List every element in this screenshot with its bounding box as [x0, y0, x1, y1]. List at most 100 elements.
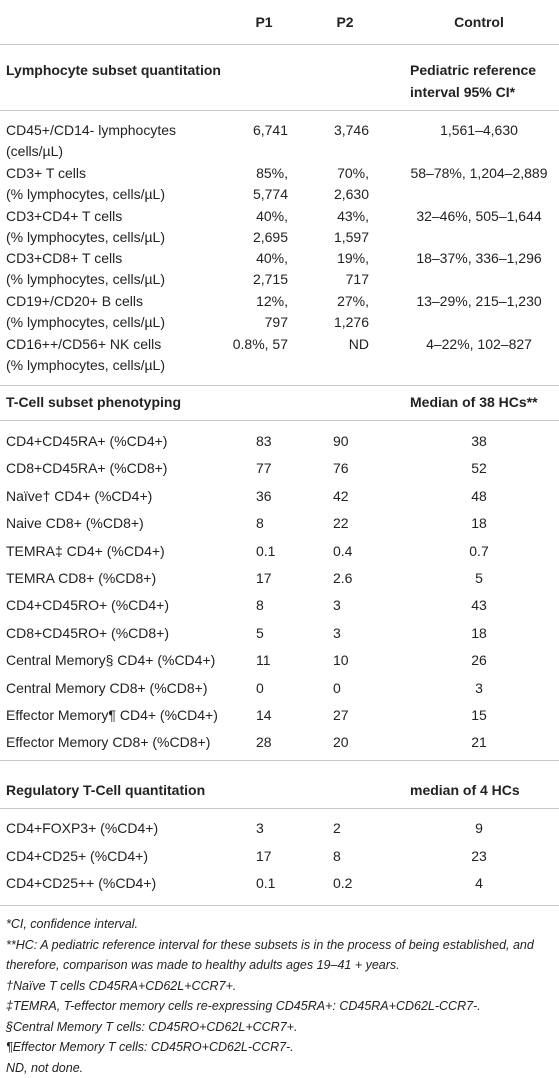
footnote: ND, not done. [6, 1058, 555, 1078]
cell-control: 48 [379, 487, 559, 505]
section-rule [0, 808, 559, 809]
cell-control: 43 [379, 596, 559, 614]
cell-p1: 2,715 [253, 270, 288, 288]
cell-control: 18 [379, 514, 559, 532]
cell-p2: 2.6 [333, 569, 352, 587]
cell-p1: 11 [256, 651, 271, 669]
cell-control: 9 [379, 819, 559, 837]
footnote: *CI, confidence interval. [6, 914, 555, 935]
cell-p2: 27 [333, 706, 349, 724]
section-title: Lymphocyte subset quantitation [6, 61, 221, 79]
row-label: (% lymphocytes, cells/µL) [6, 356, 165, 374]
row-label: Central Memory§ CD4+ (%CD4+) [6, 651, 215, 669]
cell-control: 18–37%, 336–1,296 [379, 249, 559, 267]
cell-control: 4 [379, 874, 559, 892]
row-label: CD3+CD4+ T cells [6, 207, 122, 225]
cell-p1: 5 [256, 624, 264, 642]
cell-p2: 20 [333, 733, 349, 751]
row-label: CD3+ T cells [6, 164, 86, 182]
reference-heading: Pediatric reference [410, 61, 536, 79]
row-label: Naïve† CD4+ (%CD4+) [6, 487, 152, 505]
row-label: CD45+/CD14- lymphocytes [6, 121, 176, 139]
row-label: TEMRA CD8+ (%CD8+) [6, 569, 156, 587]
cell-p1: 17 [256, 569, 272, 587]
cell-control: 1,561–4,630 [379, 121, 559, 139]
cell-p1: 28 [256, 733, 272, 751]
cell-p1: 2,695 [253, 228, 288, 246]
cell-p2: 1,597 [334, 228, 369, 246]
cell-p1: 8 [256, 514, 264, 532]
cell-control: 58–78%, 1,204–2,889 [379, 164, 559, 182]
footnote: **HC: A pediatric reference interval for… [6, 935, 555, 976]
cell-p2: 19%, [337, 249, 369, 267]
row-label: CD4+CD25++ (%CD4+) [6, 874, 156, 892]
footnote: §Central Memory T cells: CD45RO+CD62L+CC… [6, 1017, 555, 1038]
cell-control: 15 [379, 706, 559, 724]
cell-p1: 14 [256, 706, 272, 724]
cell-p2: 717 [346, 270, 369, 288]
cell-p1: 8 [256, 596, 264, 614]
cell-p2: 2 [333, 819, 341, 837]
cell-control: 0.7 [379, 542, 559, 560]
cell-p2: 3 [333, 596, 341, 614]
cell-control: 23 [379, 847, 559, 865]
cell-p2: 3 [333, 624, 341, 642]
section-rule [0, 385, 559, 386]
section-rule [0, 905, 559, 906]
cell-p2: 3,746 [334, 121, 369, 139]
cell-p1: 797 [265, 313, 288, 331]
cell-p1: 0.8%, 57 [233, 335, 288, 353]
cell-p2: ND [349, 335, 369, 353]
row-label: TEMRA‡ CD4+ (%CD4+) [6, 542, 165, 560]
row-label: CD4+CD45RA+ (%CD4+) [6, 432, 167, 450]
cell-p1: 17 [256, 847, 272, 865]
row-label: CD3+CD8+ T cells [6, 249, 122, 267]
section-rule [0, 110, 559, 111]
footnote: †Naïve T cells CD45RA+CD62L+CCR7+. [6, 976, 555, 997]
cell-p2: 22 [333, 514, 349, 532]
section-title: Regulatory T-Cell quantitation [6, 781, 205, 799]
cell-p2: 2,630 [334, 185, 369, 203]
cell-p2: 42 [333, 487, 349, 505]
cell-p2: 76 [333, 459, 349, 477]
row-label: (% lymphocytes, cells/µL) [6, 228, 165, 246]
cell-control: 26 [379, 651, 559, 669]
cell-control: 52 [379, 459, 559, 477]
cell-p2: 27%, [337, 292, 369, 310]
cell-control: 13–29%, 215–1,230 [379, 292, 559, 310]
footnote: ‡TEMRA, T-effector memory cells re-expre… [6, 996, 555, 1017]
header-rule [0, 44, 559, 45]
row-label: (cells/µL) [6, 142, 63, 160]
cell-p2: 70%, [337, 164, 369, 182]
cell-p1: 0 [256, 679, 264, 697]
row-label: CD4+FOXP3+ (%CD4+) [6, 819, 158, 837]
cell-p1: 3 [256, 819, 264, 837]
cell-p2: 8 [333, 847, 341, 865]
row-label: Central Memory CD8+ (%CD8+) [6, 679, 208, 697]
cell-p1: 12%, [256, 292, 288, 310]
cell-p1: 85%, [256, 164, 288, 182]
cell-p1: 83 [256, 432, 272, 450]
cell-p1: 0.1 [256, 542, 275, 560]
cell-p2: 90 [333, 432, 349, 450]
cell-p1: 6,741 [253, 121, 288, 139]
section-rule [0, 420, 559, 421]
row-label: CD8+CD45RA+ (%CD8+) [6, 459, 167, 477]
cell-p2: 0 [333, 679, 341, 697]
section-rule [0, 760, 559, 761]
row-label: Effector Memory¶ CD4+ (%CD4+) [6, 706, 218, 724]
row-label: CD19+/CD20+ B cells [6, 292, 143, 310]
cell-p2: 0.4 [333, 542, 352, 560]
cell-control: 38 [379, 432, 559, 450]
cell-control: 32–46%, 505–1,644 [379, 207, 559, 225]
cell-p1: 77 [256, 459, 272, 477]
row-label: (% lymphocytes, cells/µL) [6, 313, 165, 331]
reference-heading: median of 4 HCs [410, 781, 520, 799]
footnotes: *CI, confidence interval.**HC: A pediatr… [6, 914, 555, 1078]
cell-p1: 40%, [256, 207, 288, 225]
cell-p1: 40%, [256, 249, 288, 267]
cell-control: 21 [379, 733, 559, 751]
section-title: T-Cell subset phenotyping [6, 393, 181, 411]
reference-heading: Median of 38 HCs** [410, 393, 538, 411]
